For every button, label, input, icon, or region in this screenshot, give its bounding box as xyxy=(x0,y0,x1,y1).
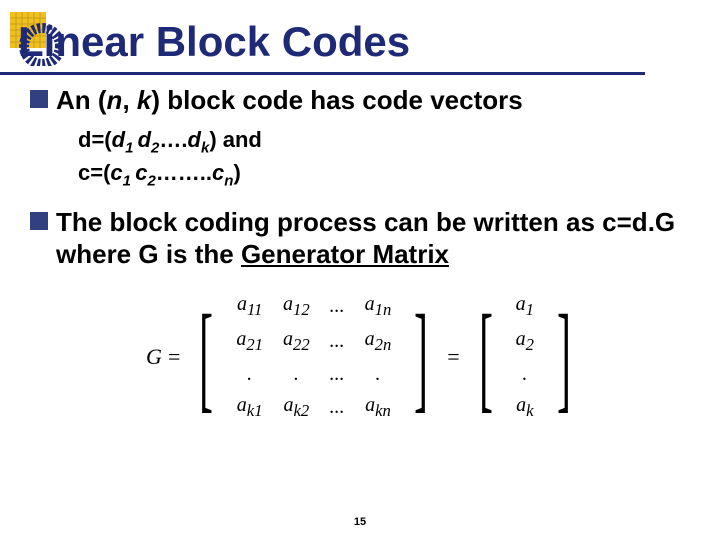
bracket-right-icon: ] xyxy=(557,306,571,408)
matrix-equation: G = [ a11a12...a1n a21a22...a2n ...... a… xyxy=(30,289,700,425)
bullet-square-icon xyxy=(30,90,48,108)
text: d xyxy=(138,127,151,152)
text: c xyxy=(135,160,147,185)
bracket-right-icon: ] xyxy=(414,306,428,408)
vector-c: c=(c1 c2……..cn) xyxy=(78,158,700,192)
matrix-body: a11a12...a1n a21a22...a2n ...... ak1ak2.… xyxy=(226,289,401,425)
text: c xyxy=(110,160,122,185)
sub-block: d=(d1 d2….dk) and c=(c1 c2……..cn) xyxy=(78,125,700,192)
text: ) xyxy=(233,160,240,185)
bullet-1-text: An (n, k) block code has code vectors xyxy=(56,84,523,117)
slide-content: An (n, k) block code has code vectors d=… xyxy=(30,80,700,425)
text: c xyxy=(212,160,224,185)
text: d xyxy=(632,207,648,237)
text: An ( xyxy=(56,85,107,115)
equals-sign: = xyxy=(162,344,186,370)
bracket-left-icon: [ xyxy=(479,306,493,408)
var-n: n xyxy=(107,85,123,115)
text: . xyxy=(648,207,655,237)
bullet-1: An (n, k) block code has code vectors xyxy=(30,84,700,117)
text: d xyxy=(188,127,201,152)
text: The block coding process can be written … xyxy=(56,207,617,237)
text: d=( xyxy=(78,127,112,152)
bullet-square-icon xyxy=(30,212,48,230)
matrix-rhs: a1 a2 . ak xyxy=(506,289,544,425)
text: , xyxy=(122,85,136,115)
text: d xyxy=(112,127,125,152)
bracket-left-icon: [ xyxy=(199,306,213,408)
text: ) block code has code vectors xyxy=(151,85,522,115)
text: c=( xyxy=(78,160,110,185)
text: = xyxy=(617,207,632,237)
generator-matrix-term: Generator Matrix xyxy=(241,239,449,269)
text: where G is the xyxy=(56,239,241,269)
slide-title: Linear Block Codes xyxy=(18,18,410,66)
bullet-2: The block coding process can be written … xyxy=(30,206,700,271)
text: ) and xyxy=(209,127,262,152)
vector-d: d=(d1 d2….dk) and xyxy=(78,125,700,159)
var-k: k xyxy=(137,85,151,115)
matrix-lhs: G xyxy=(146,344,162,370)
title-underline xyxy=(0,72,645,75)
equals-sign: = xyxy=(441,344,465,370)
page-number: 15 xyxy=(354,516,366,528)
text: G xyxy=(655,207,675,237)
bullet-2-text: The block coding process can be written … xyxy=(56,206,675,271)
